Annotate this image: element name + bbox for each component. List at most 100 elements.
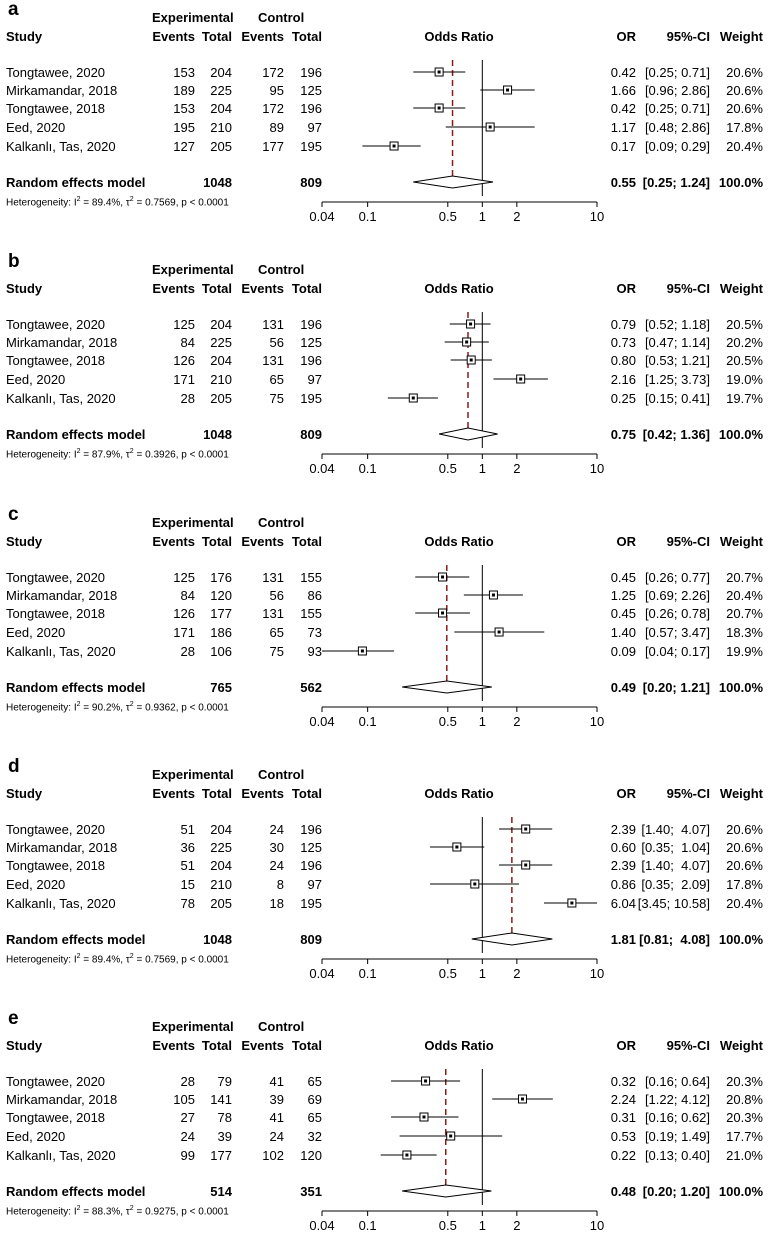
study-name: Kalkanlı, Tas, 2020	[6, 139, 116, 154]
weight-value: 20.6%	[726, 840, 763, 855]
exp-total-value: 204	[210, 317, 232, 332]
pooled-exp-total: 1048	[203, 175, 232, 190]
study-point-center	[424, 1079, 428, 1083]
forest-panel-e: e Experimental Control Study Events Total Even…	[0, 1009, 768, 1249]
x-tick-label: 2	[513, 1218, 521, 1233]
pooled-diamond	[439, 427, 498, 441]
ci-value: [0.15; 0.41]	[644, 391, 710, 406]
x-tick-label: 1	[478, 714, 486, 729]
forest-plot-area	[321, 1069, 598, 1216]
tau2-value: 0.7569	[145, 197, 176, 209]
ctl-total-value: 93	[307, 644, 322, 659]
pooled-weight-value: 100.0%	[718, 427, 763, 442]
ctl-total-value: 195	[300, 896, 322, 911]
ctl-events-value: 75	[269, 391, 284, 406]
weight-value: 20.5%	[726, 353, 763, 368]
study-point-center	[520, 1097, 524, 1101]
or-value: 2.39	[610, 858, 636, 873]
ctl-total-value: 196	[300, 101, 322, 116]
weight-header: Weight	[719, 29, 763, 44]
or-value: 0.32	[610, 1074, 636, 1089]
study-header: Study	[6, 786, 43, 801]
heterogeneity-prefix: Heterogeneity:	[6, 1206, 74, 1218]
x-tick-label: 0.04	[309, 714, 335, 729]
or-value: 1.40	[610, 625, 636, 640]
ci-value: [0.19; 1.49]	[644, 1129, 710, 1144]
ctl-events-value: 172	[262, 101, 284, 116]
study-name: Tongtawee, 2018	[6, 1110, 106, 1125]
exp-events-value: 36	[180, 840, 195, 855]
exp-total-value: 205	[210, 896, 232, 911]
study-point-center	[473, 882, 477, 886]
exp-total-header: Total	[201, 281, 232, 296]
x-tick-label: 10	[589, 714, 605, 729]
exp-total-value: 225	[210, 83, 232, 98]
ci-value: [1.22; 4.12]	[644, 1092, 710, 1107]
exp-total-value: 204	[210, 353, 232, 368]
exp-events-value: 153	[173, 101, 195, 116]
p-value: p < 0.0001	[181, 1206, 229, 1218]
heterogeneity-prefix: Heterogeneity:	[6, 702, 74, 714]
exp-total-value: 205	[210, 391, 232, 406]
heterogeneity-text: Heterogeneity: I2 = 87.9%, τ2 = 0.3926, …	[6, 448, 229, 461]
ci-value: [0.04; 0.17]	[644, 644, 710, 659]
ctl-events-value: 177	[262, 139, 284, 154]
exp-events-value: 171	[173, 625, 195, 640]
study-point-center	[465, 340, 469, 344]
i2-value: 88.3%	[91, 1206, 121, 1218]
study-name: Tongtawee, 2018	[6, 353, 106, 368]
p-value: p < 0.0001	[181, 449, 229, 461]
or-header: OR	[616, 281, 637, 296]
study-point-center	[524, 827, 528, 831]
weight-value: 20.7%	[726, 606, 763, 621]
x-tick-label: 0.5	[438, 1218, 457, 1233]
exp-events-header: Events	[152, 534, 195, 549]
ctl-events-value: 95	[269, 83, 284, 98]
study-name: Eed, 2020	[6, 877, 66, 892]
weight-value: 21.0%	[726, 1148, 763, 1163]
weight-value: 20.7%	[726, 570, 763, 585]
or-value: 0.60	[610, 840, 636, 855]
or-value: 0.31	[610, 1110, 636, 1125]
ctl-events-value: 39	[269, 1092, 284, 1107]
ctl-events-header: Events	[241, 29, 284, 44]
exp-events-value: 153	[173, 65, 195, 80]
pooled-diamond	[402, 680, 492, 694]
odds-ratio-header: Odds Ratio	[424, 29, 494, 44]
ctl-total-value: 73	[307, 625, 322, 640]
pooled-or-value: 1.81	[610, 932, 636, 947]
exp-events-value: 51	[180, 858, 195, 873]
ctl-total-header: Total	[291, 29, 322, 44]
exp-events-value: 125	[173, 570, 195, 585]
ctl-events-value: 56	[269, 335, 284, 350]
ci-value: [0.47; 1.14]	[644, 335, 710, 350]
pooled-exp-total: 1048	[203, 932, 232, 947]
x-tick-label: 0.1	[358, 209, 377, 224]
exp-events-value: 105	[173, 1092, 195, 1107]
study-point-center	[437, 70, 441, 74]
ci-value: [0.57; 3.47]	[644, 625, 710, 640]
random-effects-label: Random effects model	[6, 1184, 146, 1199]
or-value: 0.45	[610, 606, 636, 621]
odds-ratio-header: Odds Ratio	[424, 1038, 494, 1053]
study-point-center	[469, 322, 473, 326]
study-name: Eed, 2020	[6, 120, 66, 135]
exp-events-value: 126	[173, 353, 195, 368]
forest-plot-area	[321, 60, 598, 207]
or-value: 0.22	[610, 1148, 636, 1163]
i2-value: 90.2%	[91, 702, 121, 714]
ci-value: [0.13; 0.40]	[644, 1148, 710, 1163]
forest-panel-b: b Experimental Control Study Events Total Even…	[0, 252, 768, 492]
ctl-events-value: 75	[269, 644, 284, 659]
forest-panel-a: a Experimental Control Study Events Total Even…	[0, 0, 768, 240]
ctl-events-value: 24	[269, 1129, 284, 1144]
pooled-or-value: 0.55	[610, 175, 636, 190]
x-tick-label: 1	[478, 966, 486, 981]
pooled-ctl-total: 809	[300, 427, 322, 442]
x-tick-label: 0.5	[438, 209, 457, 224]
ctl-events-value: 30	[269, 840, 284, 855]
exp-total-value: 204	[210, 858, 232, 873]
pooled-ctl-total: 351	[300, 1184, 322, 1199]
study-point-center	[570, 901, 574, 905]
pooled-weight-value: 100.0%	[718, 175, 763, 190]
